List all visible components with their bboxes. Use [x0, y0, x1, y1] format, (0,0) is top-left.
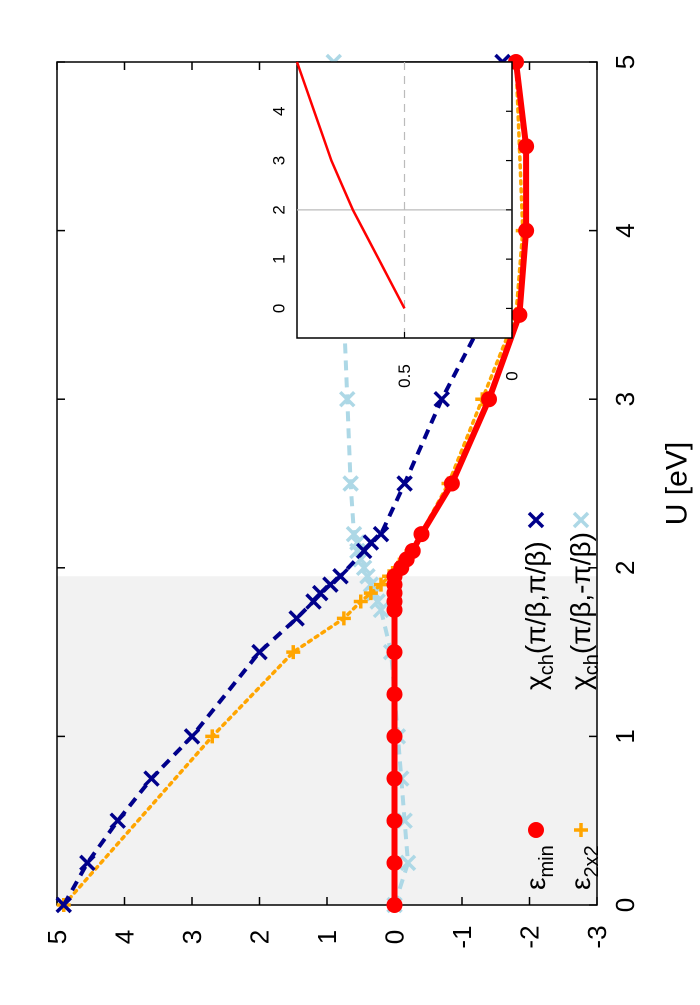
- data-point: [109, 812, 126, 829]
- data-point: [345, 525, 363, 543]
- data-point: [79, 854, 96, 872]
- inset-x-tick-label: 2: [270, 205, 289, 214]
- data-point: [286, 645, 301, 660]
- data-point: [572, 511, 590, 529]
- x-tick-label: 0: [610, 898, 640, 912]
- data-point: [386, 644, 403, 661]
- data-point: [386, 854, 403, 871]
- legend-item-0: εmin: [520, 822, 558, 890]
- data-point: [339, 390, 356, 408]
- legend-item-3: χch(π/β,-π/β): [565, 511, 603, 690]
- data-point: [374, 577, 388, 592]
- series-0: [386, 54, 535, 913]
- data-point: [386, 897, 403, 913]
- x-axis-title: U [eV]: [661, 442, 694, 525]
- inset-x-tick-label: 0: [270, 304, 289, 313]
- data-point: [518, 222, 535, 239]
- data-point: [363, 586, 378, 601]
- data-point: [205, 729, 220, 744]
- y-tick-label: 4: [110, 930, 140, 944]
- data-point: [433, 390, 450, 408]
- data-point: [143, 770, 160, 787]
- legend-item-2: χch(π/β,π/β): [520, 511, 558, 690]
- data-point: [404, 542, 421, 559]
- y-tick-label: 1: [312, 930, 342, 944]
- data-point: [251, 643, 268, 661]
- inset-frame: [296, 61, 513, 339]
- inset-y-tick-label: 0: [503, 371, 522, 380]
- data-point: [386, 728, 403, 745]
- x-tick-label: 5: [610, 55, 640, 69]
- data-point: [332, 567, 349, 585]
- data-point: [386, 812, 403, 829]
- inset-x-tick-label: 1: [270, 254, 289, 263]
- y-tick-label: 0: [380, 930, 410, 944]
- legend-item-1: ε2x2: [565, 823, 603, 890]
- inset-x-tick-label: 4: [270, 107, 289, 116]
- data-point: [396, 475, 413, 492]
- data-point: [288, 610, 305, 627]
- legend-label: εmin: [520, 845, 558, 890]
- data-point: [342, 475, 359, 492]
- data-point: [574, 823, 588, 837]
- y-tick-label: 3: [177, 930, 207, 944]
- data-point: [443, 475, 460, 492]
- data-point: [336, 611, 351, 626]
- data-point: [353, 594, 368, 609]
- data-point: [481, 391, 497, 408]
- data-point: [372, 525, 390, 543]
- inset-series-line: [295, 61, 406, 309]
- legend-label: χch(π/β,-π/β): [565, 532, 603, 690]
- data-point: [386, 686, 403, 703]
- inset-x-tick-label: 3: [270, 156, 289, 165]
- data-point: [518, 138, 535, 155]
- x-tick-label: 4: [610, 223, 640, 237]
- data-point: [527, 511, 545, 529]
- x-tick-label: 2: [610, 561, 640, 575]
- data-point: [399, 854, 417, 872]
- legend-label: ε2x2: [565, 845, 603, 890]
- inset-y-tick-label: 0.5: [395, 364, 414, 388]
- y-tick-label: -3: [582, 925, 612, 948]
- data-point: [528, 822, 544, 838]
- data-point: [413, 526, 430, 543]
- x-tick-label: 1: [610, 729, 640, 743]
- data-point: [511, 306, 528, 323]
- y-tick-label: 2: [245, 930, 275, 944]
- data-point: [55, 896, 72, 914]
- x-tick-label: 3: [610, 392, 640, 406]
- y-tick-label: -2: [515, 925, 545, 948]
- data-point: [183, 728, 201, 745]
- y-tick-label: -1: [447, 925, 477, 948]
- legend-label: χch(π/β,π/β): [520, 541, 558, 690]
- y-tick-label: 5: [42, 930, 72, 944]
- data-point: [386, 770, 403, 787]
- shaded-region: [57, 576, 597, 905]
